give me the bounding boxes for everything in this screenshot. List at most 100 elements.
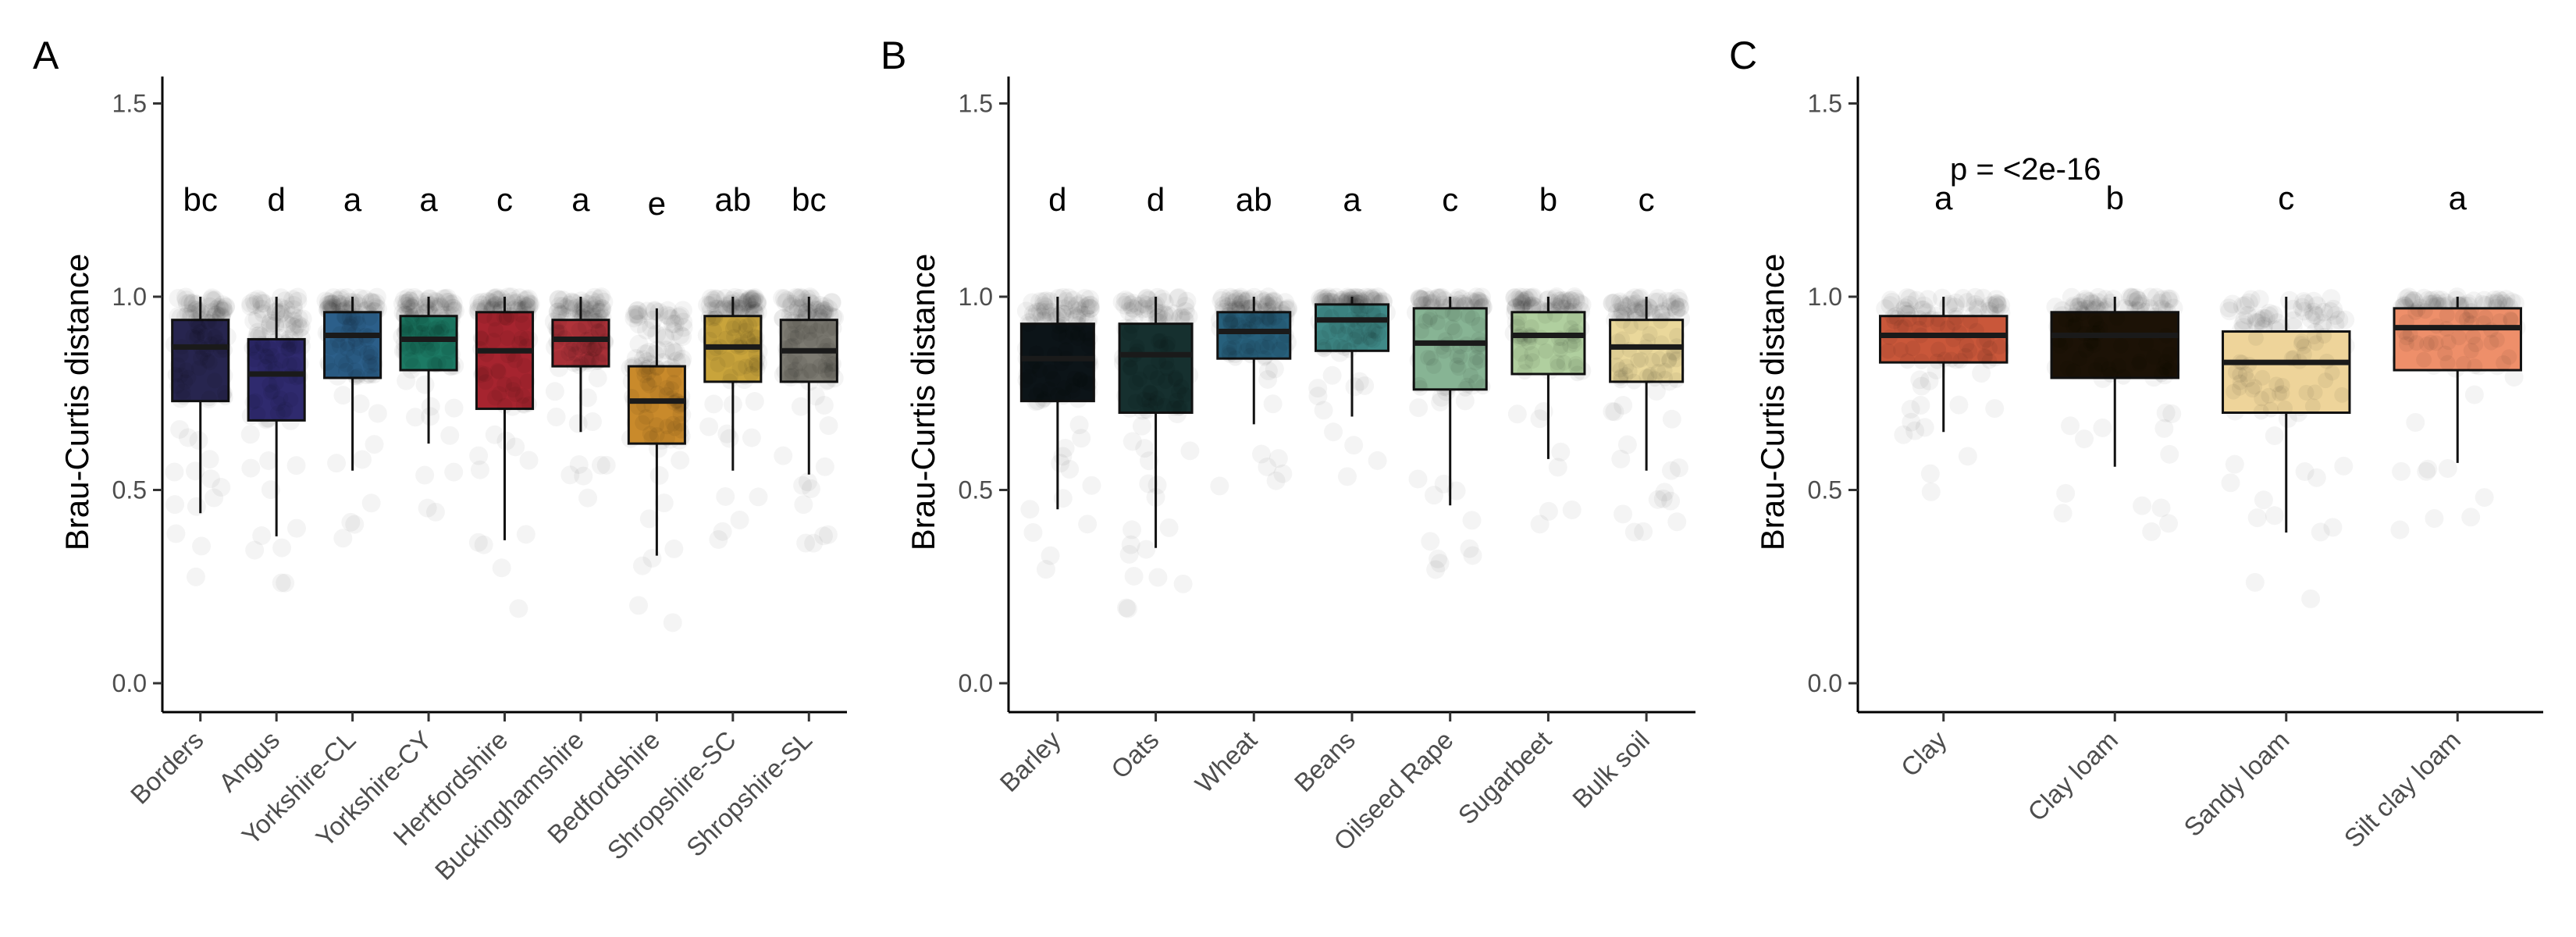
jitter-point — [1078, 515, 1098, 534]
jitter-point — [338, 362, 354, 379]
jitter-point — [1127, 394, 1144, 410]
jitter-point — [1430, 288, 1450, 308]
jitter-point — [186, 567, 205, 586]
jitter-point — [1073, 371, 1089, 387]
jitter-point — [345, 310, 361, 326]
jitter-point — [1231, 287, 1251, 307]
jitter-point — [1152, 289, 1172, 308]
jitter-point — [548, 302, 568, 322]
jitter-point — [626, 348, 646, 368]
jitter-point — [1230, 317, 1247, 333]
jitter-point — [732, 297, 752, 317]
jitter-point — [700, 310, 717, 326]
box-body — [323, 311, 382, 379]
jitter-point — [786, 287, 806, 307]
jitter-point — [2461, 508, 2481, 527]
jitter-point — [1446, 322, 1463, 339]
jitter-point — [656, 340, 676, 360]
jitter-point — [1076, 305, 1095, 325]
jitter-point — [1016, 301, 1036, 321]
jitter-point — [415, 465, 435, 485]
jitter-point — [500, 330, 516, 347]
jitter-point — [1567, 337, 1583, 353]
jitter-point — [192, 350, 208, 366]
jitter-point — [1361, 322, 1377, 339]
jitter-point — [548, 302, 568, 322]
jitter-point — [344, 293, 364, 312]
jitter-point — [272, 573, 291, 593]
jitter-point — [521, 294, 540, 314]
jitter-point — [254, 337, 271, 354]
jitter-point — [331, 294, 350, 314]
jitter-point — [1345, 377, 1364, 397]
jitter-point — [817, 362, 834, 379]
jitter-point — [671, 326, 690, 345]
jitter-point — [591, 455, 610, 475]
jitter-point — [1139, 290, 1158, 310]
jitter-point — [1158, 354, 1175, 370]
jitter-point — [1350, 303, 1367, 319]
box-4 — [1308, 287, 1396, 486]
jitter-point — [1072, 372, 1088, 388]
jitter-point — [478, 374, 494, 390]
box-6 — [544, 287, 616, 508]
significance-letter: c — [496, 181, 513, 218]
jitter-point — [430, 354, 447, 371]
jitter-point — [1222, 340, 1238, 356]
jitter-point — [2406, 412, 2425, 432]
jitter-point — [806, 387, 825, 406]
jitter-point — [731, 299, 750, 319]
jitter-point — [1135, 439, 1155, 458]
jitter-point — [361, 493, 381, 513]
jitter-point — [1330, 322, 1347, 339]
jitter-point — [1151, 333, 1167, 349]
jitter-point — [443, 294, 463, 313]
jitter-point — [2454, 308, 2471, 325]
jitter-point — [1611, 449, 1631, 468]
jitter-point — [404, 308, 420, 324]
jitter-point — [590, 354, 607, 370]
jitter-point — [2416, 351, 2432, 368]
jitter-point — [516, 290, 535, 310]
jitter-point — [340, 292, 360, 312]
jitter-point — [347, 369, 364, 386]
jitter-point — [1367, 323, 1383, 340]
jitter-point — [748, 354, 764, 371]
box-body — [1019, 322, 1095, 403]
jitter-point — [673, 327, 692, 347]
jitter-point — [487, 287, 507, 307]
jitter-point — [1070, 315, 1087, 332]
jitter-point — [1231, 295, 1251, 315]
jitter-point — [259, 451, 279, 470]
jitter-point — [252, 294, 272, 313]
jitter-point — [444, 398, 464, 418]
jitter-point — [201, 354, 218, 371]
jitter-point — [2439, 307, 2455, 323]
jitter-point — [629, 334, 649, 354]
jitter-point — [581, 353, 597, 369]
jitter-point — [783, 363, 799, 379]
jitter-point — [815, 297, 834, 316]
jitter-point — [496, 293, 516, 312]
y-tick-label: 1.0 — [959, 283, 993, 311]
jitter-point — [252, 526, 272, 546]
jitter-point — [1340, 288, 1360, 308]
jitter-point — [1075, 289, 1094, 308]
jitter-point — [1034, 296, 1053, 315]
jitter-point — [343, 315, 359, 332]
jitter-point — [707, 290, 727, 309]
jitter-point — [1429, 315, 1446, 331]
jitter-point — [1434, 474, 1453, 493]
jitter-point — [1224, 294, 1244, 313]
jitter-point — [362, 358, 379, 374]
jitter-point — [417, 294, 436, 314]
jitter-point — [552, 324, 568, 340]
jitter-point — [282, 337, 298, 353]
jitter-point — [1044, 371, 1061, 387]
jitter-point — [549, 323, 565, 340]
jitter-point — [443, 298, 463, 318]
jitter-point — [290, 338, 306, 354]
jitter-point — [350, 394, 370, 414]
jitter-point — [582, 300, 602, 319]
